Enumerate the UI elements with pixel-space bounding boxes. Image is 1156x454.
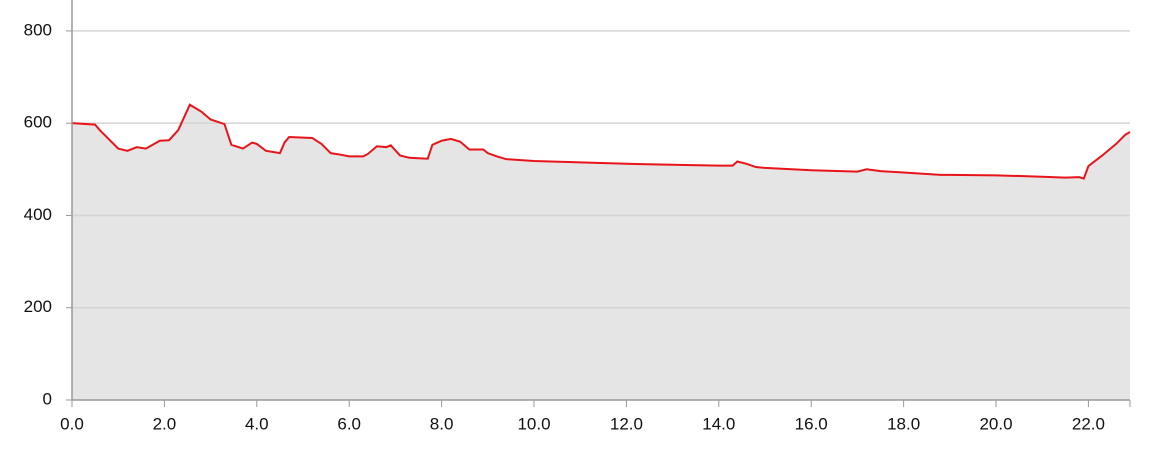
y-tick-label: 400 [24,205,52,224]
x-tick-label: 12.0 [610,414,643,433]
x-tick-label: 0.0 [60,414,84,433]
x-tick-label: 14.0 [702,414,735,433]
y-tick-label: 200 [24,297,52,316]
area [72,104,1130,401]
x-tick-label: 22.0 [1072,414,1105,433]
x-tick-label: 4.0 [245,414,269,433]
y-tick-label: 600 [24,113,52,132]
x-tick-label: 6.0 [337,414,361,433]
x-tick-label: 16.0 [795,414,828,433]
y-tick-label: 800 [24,20,52,39]
line [71,103,1131,180]
x-tick-label: 20.0 [979,414,1012,433]
x-tick-label: 2.0 [153,414,177,433]
x-tick-label: 18.0 [887,414,920,433]
x-tick-label: 8.0 [430,414,454,433]
x-tick-label: 10.0 [517,414,550,433]
y-tick-label: 0 [43,389,52,408]
